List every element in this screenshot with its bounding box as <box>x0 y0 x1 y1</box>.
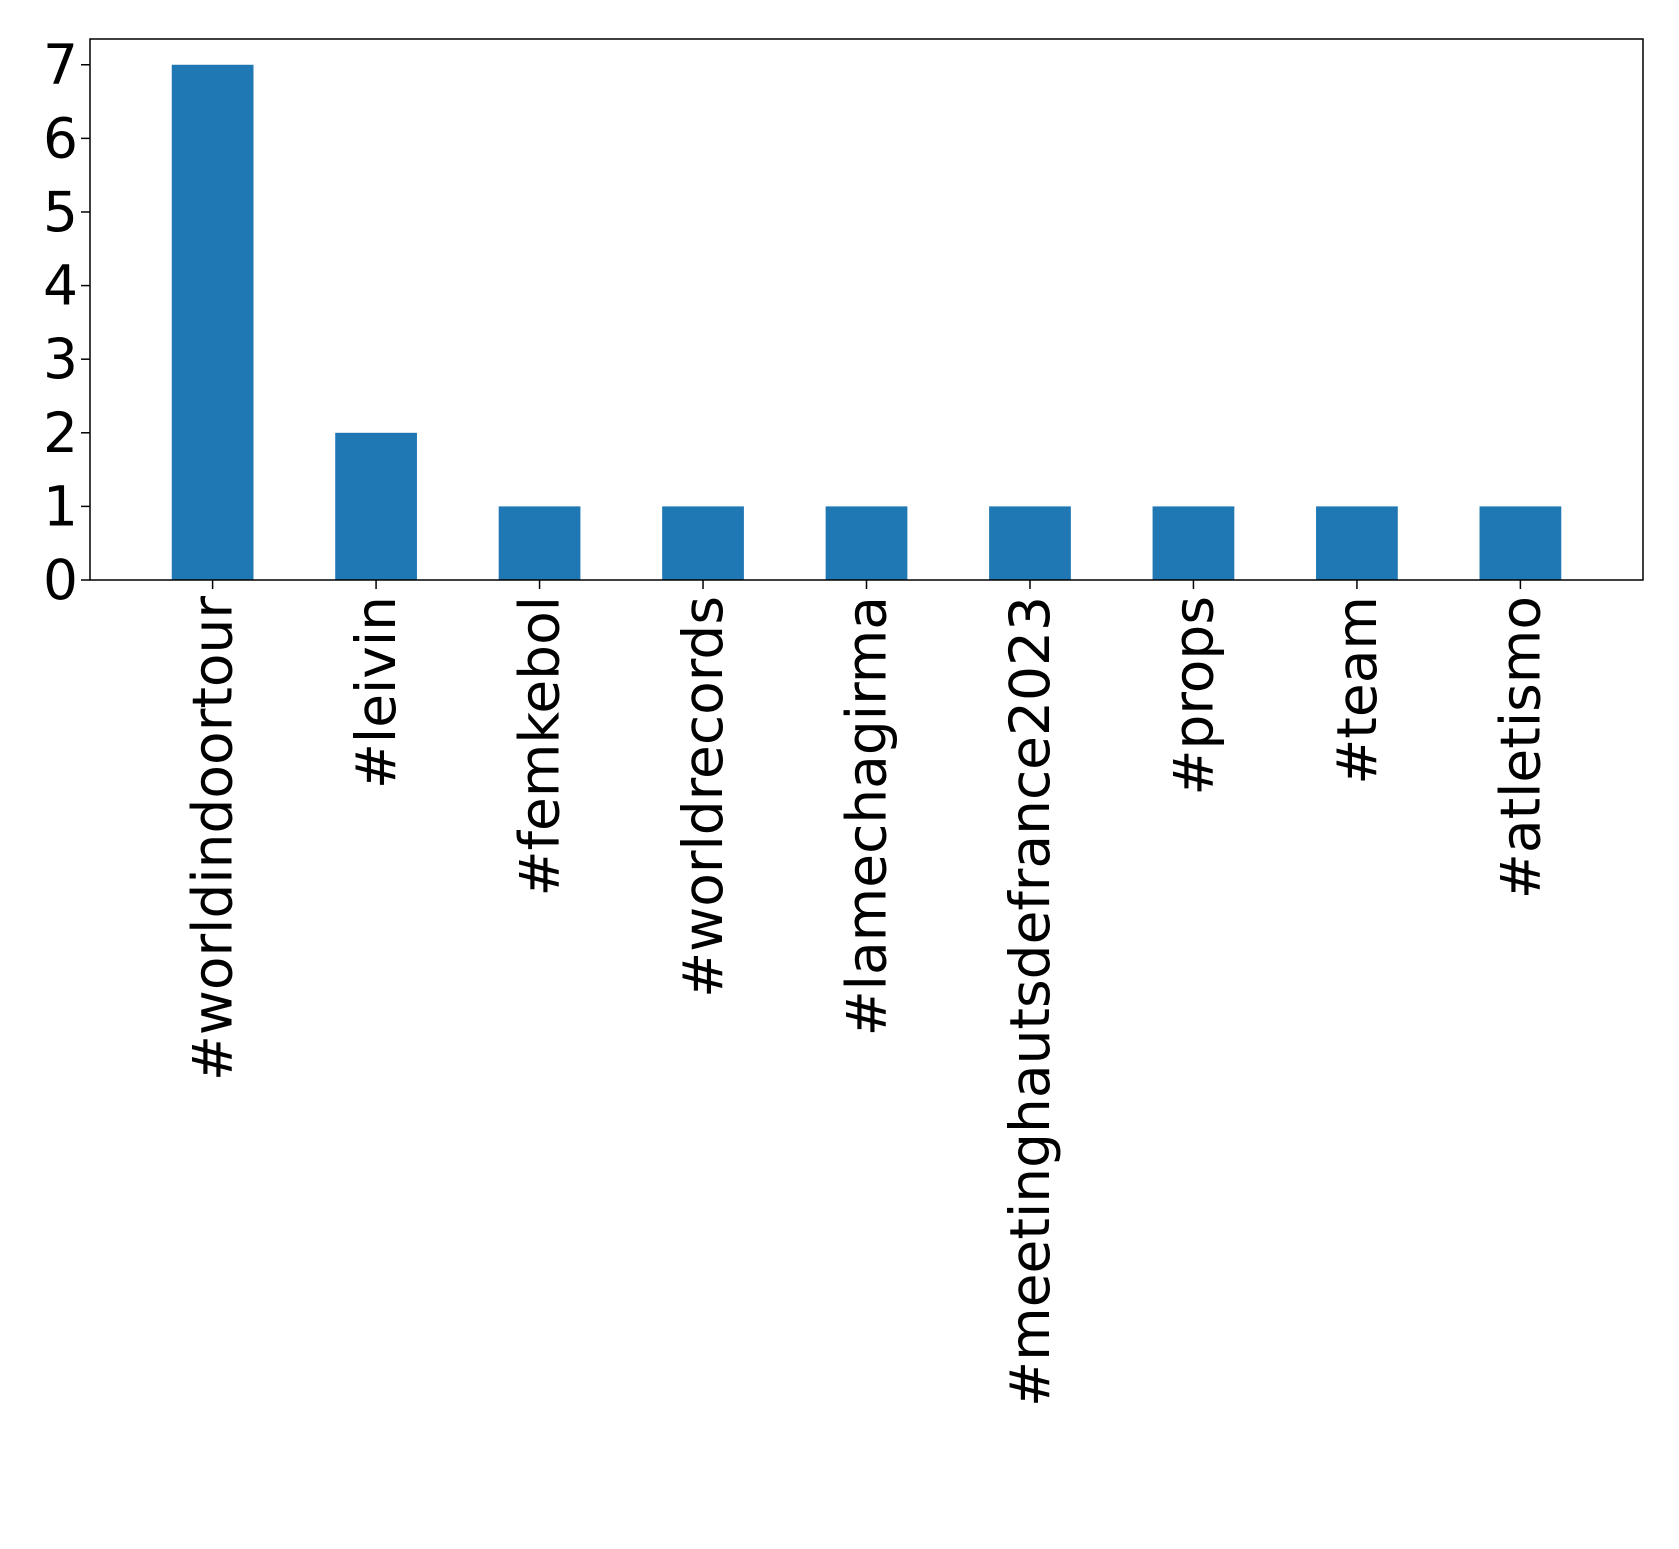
bars <box>171 64 1562 580</box>
y-tick-label: 2 <box>43 401 78 465</box>
y-tick-label: 6 <box>43 106 78 170</box>
bar <box>335 432 417 580</box>
bar <box>989 506 1071 580</box>
x-tick-label: #worldindoortour <box>181 596 245 1082</box>
x-tick-label: #leivin <box>344 596 408 789</box>
x-tick-label: #femkebol <box>508 596 572 896</box>
x-axis: #worldindoortour #leivin #femkebol #worldre… <box>181 580 1552 1407</box>
bar <box>1316 506 1398 580</box>
y-tick-label: 3 <box>43 327 78 391</box>
y-tick-label: 7 <box>43 33 78 97</box>
bar <box>171 64 254 580</box>
x-tick-label: #props <box>1161 596 1225 796</box>
y-tick-label: 1 <box>43 474 78 538</box>
bar <box>498 506 581 580</box>
x-tick-label: #lamechagirma <box>835 596 899 1036</box>
x-tick-label: #worldrecords <box>671 596 735 998</box>
y-tick-label: 4 <box>43 254 78 318</box>
x-tick-label: #atletismo <box>1488 596 1552 899</box>
bar <box>1152 506 1235 580</box>
bar <box>825 506 908 580</box>
x-tick-label: #meetinghautsdefrance2023 <box>998 596 1062 1407</box>
bar <box>1479 506 1562 580</box>
bar <box>662 506 744 580</box>
plot-frame <box>89 38 1644 581</box>
x-tick-label: #team <box>1325 596 1389 785</box>
y-tick-label: 5 <box>43 180 78 244</box>
y-tick-label: 0 <box>43 548 78 612</box>
y-axis: 0 1 2 3 4 5 6 7 <box>43 33 90 612</box>
